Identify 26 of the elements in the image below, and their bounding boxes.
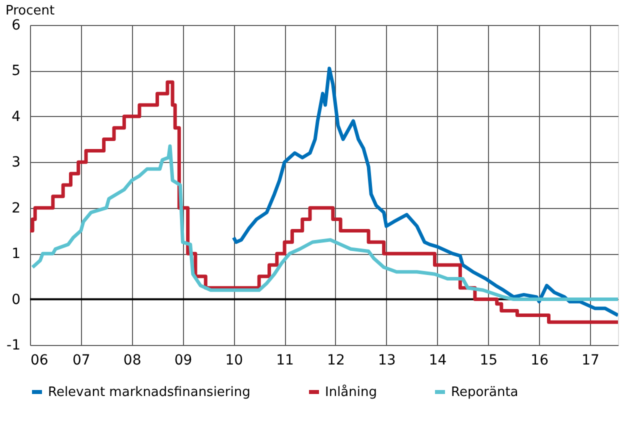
x-tick-label: 12 [327, 352, 345, 368]
y-tick-label: 1 [12, 246, 20, 262]
y-tick-label: 4 [12, 108, 21, 125]
x-tick-label: 17 [582, 352, 600, 368]
y-tick-label: 6 [12, 18, 21, 34]
y-tick-label: 3 [12, 154, 20, 171]
x-tick-label: 13 [378, 352, 396, 368]
x-tick-label: 11 [276, 352, 294, 368]
x-tick-label: 09 [174, 352, 192, 368]
y-axis-title: Procent [6, 4, 55, 18]
line-series [30, 144, 618, 302]
y-tick-label: 0 [12, 292, 20, 308]
x-tick-label: 08 [123, 352, 142, 368]
x-tick-label: 16 [530, 352, 549, 368]
legend-label: Reporänta [451, 385, 518, 400]
y-tick-label: 2 [12, 200, 20, 216]
x-tick-label: 06 [30, 352, 48, 368]
legend-label: Inlåning [325, 384, 377, 400]
line-series [232, 66, 618, 318]
legend-label: Relevant marknadsfinansiering [48, 385, 250, 400]
y-tick-label: -1 [6, 338, 20, 354]
y-tick-label: 5 [12, 63, 20, 80]
x-tick-label: 07 [72, 352, 90, 368]
x-tick-label: 15 [480, 352, 498, 368]
x-tick-label: 14 [428, 352, 447, 368]
x-tick-label: 10 [225, 352, 244, 368]
